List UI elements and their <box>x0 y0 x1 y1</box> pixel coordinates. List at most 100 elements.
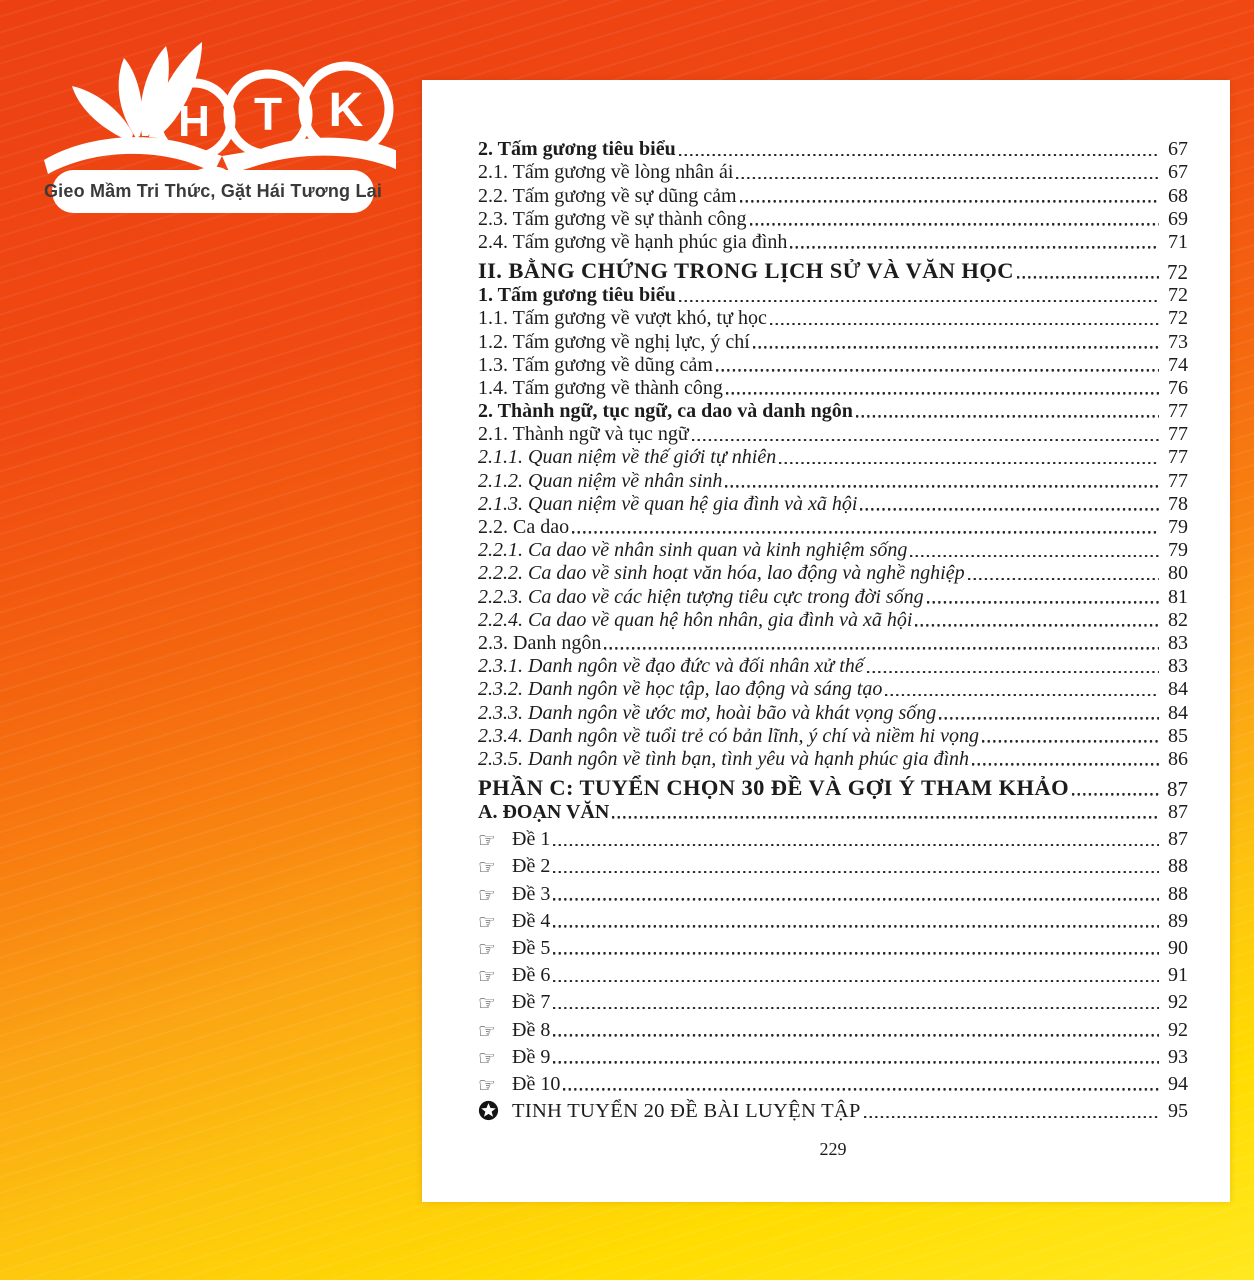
toc-entry: 2.3.1. Danh ngôn về đạo đức và đối nhân … <box>478 654 1188 677</box>
toc-entry: A. ĐOẠN VĂN 87 <box>478 800 1188 823</box>
dot-leader <box>553 869 1159 874</box>
toc-entry-label: 1.4. Tấm gương về thành công <box>478 376 723 399</box>
toc-entry-page: 83 <box>1168 655 1188 678</box>
toc-entry-label: Đề 1 <box>512 828 551 851</box>
htk-logo: H T K <box>36 24 396 224</box>
toc-entry-label: Đề 4 <box>512 909 551 932</box>
toc-entry-label: 2.1. Tấm gương về lòng nhân ái <box>478 161 734 184</box>
dot-leader <box>612 815 1159 820</box>
toc-entry: 2.1.1. Quan niệm về thế giới tự nhiên 77 <box>478 445 1188 468</box>
toc-entry-page: 91 <box>1168 964 1188 987</box>
dot-leader <box>553 1032 1159 1037</box>
toc-entry: ☞ Đề 6 91 <box>478 959 1188 989</box>
toc-entry-label: II. BẰNG CHỨNG TRONG LỊCH SỬ VÀ VĂN HỌC <box>478 258 1014 284</box>
toc-entry-label: 1.3. Tấm gương về dũng cảm <box>478 353 713 376</box>
toc-entry: ☞ Đề 3 88 <box>478 877 1188 905</box>
dot-leader <box>926 599 1159 604</box>
dot-leader <box>982 738 1159 743</box>
toc-entry-label: 2.2.2. Ca dao về sinh hoạt văn hóa, lao … <box>478 562 965 585</box>
toc-entry-page: 84 <box>1168 701 1188 724</box>
toc-entry: 2.1.3. Quan niệm về quan hệ gia đình và … <box>478 492 1188 515</box>
logo-letter-k: K <box>329 84 364 137</box>
toc-entry-page: 86 <box>1168 747 1188 770</box>
dot-leader <box>715 367 1159 372</box>
toc-entry: ☞ Đề 5 90 <box>478 932 1188 960</box>
toc-entry-page: 84 <box>1168 678 1188 701</box>
toc-entry: 2.3. Tấm gương về sự thành công 69 <box>478 207 1188 230</box>
toc-entry-page: 93 <box>1168 1045 1188 1068</box>
dot-leader <box>553 842 1159 847</box>
toc-entry: 2.2.1. Ca dao về nhân sinh quan và kinh … <box>478 538 1188 561</box>
pointing-hand-icon: ☞ <box>478 828 496 853</box>
dot-leader <box>739 198 1159 203</box>
toc-entry-label: 2.3. Tấm gương về sự thành công <box>478 207 747 230</box>
toc-entry: 2.2. Ca dao 79 <box>478 515 1188 538</box>
toc-entry: 2.1. Tấm gương về lòng nhân ái 67 <box>478 160 1188 183</box>
page-number: 229 <box>819 1139 847 1160</box>
brand-tagline: Gieo Mầm Tri Thức, Gặt Hái Tương Lai <box>44 170 382 213</box>
logo-rings <box>152 61 394 162</box>
dot-leader <box>863 1114 1159 1119</box>
toc-entry-page: 72 <box>1167 259 1188 284</box>
toc-entry-page: 69 <box>1168 207 1188 230</box>
pointing-hand-icon: ☞ <box>478 855 496 880</box>
toc-entry-label: 1.2. Tấm gương về nghị lực, ý chí <box>478 330 750 353</box>
toc-entry-label: 2.3.2. Danh ngôn về học tập, lao động và… <box>478 678 883 701</box>
toc-entry-page: 77 <box>1168 446 1188 469</box>
dot-leader <box>678 298 1159 303</box>
toc-entry: TINH TUYỂN 20 ĐỀ BÀI LUYỆN TẬP 95 <box>478 1095 1188 1122</box>
toc-entry-label: A. ĐOẠN VĂN <box>478 801 610 824</box>
toc-entry: 2.1.2. Quan niệm về nhân sinh 77 <box>478 468 1188 491</box>
toc-entry-page: 85 <box>1168 724 1188 747</box>
toc-entry-page: 95 <box>1168 1100 1188 1123</box>
toc-entry: ☞ Đề 8 92 <box>478 1013 1188 1041</box>
toc-entry: 1.1. Tấm gương về vượt khó, tự học 72 <box>478 306 1188 329</box>
toc-entry: 2.3.5. Danh ngôn về tình bạn, tình yêu v… <box>478 747 1188 770</box>
pointing-hand-icon: ☞ <box>478 1045 496 1070</box>
toc-entry-page: 77 <box>1168 400 1188 423</box>
dot-leader <box>749 221 1159 226</box>
toc-entry-page: 83 <box>1168 631 1188 654</box>
toc-entry-label: Đề 2 <box>512 855 551 878</box>
toc-entry: II. BẰNG CHỨNG TRONG LỊCH SỬ VÀ VĂN HỌC … <box>478 253 1188 283</box>
dot-leader <box>1071 791 1159 796</box>
toc-entry-label: 2.2.1. Ca dao về nhân sinh quan và kinh … <box>478 539 908 562</box>
toc-entry: ☞ Đề 10 94 <box>478 1068 1188 1095</box>
dot-leader <box>553 951 1159 955</box>
toc-entry: 2.2.2. Ca dao về sinh hoạt văn hóa, lao … <box>478 561 1188 584</box>
toc-entry-label: 2.1.1. Quan niệm về thế giới tự nhiên <box>478 446 777 469</box>
dot-leader <box>604 645 1159 650</box>
toc-entry-label: 2.1.2. Quan niệm về nhân sinh <box>478 469 723 492</box>
dot-leader <box>563 1086 1159 1091</box>
toc-entry-page: 79 <box>1168 516 1188 538</box>
toc-entry-label: 2.2. Tấm gương về sự dũng cảm <box>478 184 737 207</box>
toc-entry-label: 2.3.3. Danh ngôn về ước mơ, hoài bão và … <box>478 701 937 724</box>
toc-entry-label: 1.1. Tấm gương về vượt khó, tự học <box>478 307 767 330</box>
toc-entry-page: 74 <box>1168 353 1188 376</box>
toc-entry: ☞ Đề 9 93 <box>478 1041 1188 1068</box>
dot-leader <box>855 414 1159 419</box>
pointing-hand-icon: ☞ <box>478 991 496 1016</box>
toc-entry-page: 72 <box>1168 307 1188 330</box>
dot-leader <box>553 1059 1159 1064</box>
toc-entry-page: 88 <box>1168 882 1188 905</box>
dot-leader <box>725 483 1159 488</box>
pointing-hand-icon: ☞ <box>478 964 496 989</box>
toc-entry: 2.1. Thành ngữ và tục ngữ 77 <box>478 422 1188 445</box>
toc-entry-page: 77 <box>1168 469 1188 492</box>
toc-entry: 1.4. Tấm gương về thành công 76 <box>478 376 1188 399</box>
toc-entry: PHẦN C: TUYỂN CHỌN 30 ĐỀ VÀ GỢI Ý THAM K… <box>478 770 1188 800</box>
toc-entry: 2.3.4. Danh ngôn về tuổi trẻ có bản lĩnh… <box>478 724 1188 747</box>
toc-entry-label: 2.1.3. Quan niệm về quan hệ gia đình và … <box>478 492 858 515</box>
dot-leader <box>1016 274 1159 279</box>
toc-entry: ☞ Đề 2 88 <box>478 850 1188 880</box>
toc-entry-page: 79 <box>1168 539 1188 562</box>
toc-entry-label: 1. Tấm gương tiêu biểu <box>478 284 676 307</box>
toc-entry: ☞ Đề 7 92 <box>478 986 1188 1016</box>
toc-entry-page: 78 <box>1168 492 1188 515</box>
toc-entry-page: 67 <box>1168 138 1188 161</box>
toc-entry-page: 80 <box>1168 562 1188 585</box>
toc-entry-page: 81 <box>1168 585 1188 608</box>
toc-entry-label: 2. Thành ngữ, tục ngữ, ca dao và danh ng… <box>478 400 853 423</box>
dot-leader <box>779 460 1159 465</box>
